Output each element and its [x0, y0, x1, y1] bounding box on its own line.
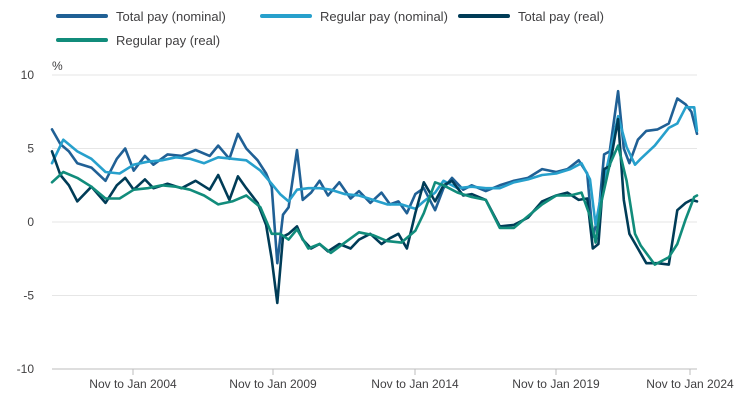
series-lines	[52, 91, 697, 303]
y-tick-label: 5	[27, 142, 34, 156]
x-axis: Nov to Jan 2004 Nov to Jan 2009 Nov to Jan…	[52, 369, 734, 391]
y-axis: 10 5 0 -5 -10	[17, 68, 35, 376]
x-tick-label: Nov to Jan 2004	[89, 377, 177, 391]
legend-label: Total pay (nominal)	[116, 9, 226, 24]
y-tick-label: 10	[21, 68, 35, 82]
y-axis-unit-label: %	[52, 59, 63, 73]
y-tick-label: -5	[23, 289, 34, 303]
x-tick-label: Nov to Jan 2009	[229, 377, 317, 391]
legend-label: Regular pay (real)	[116, 33, 220, 48]
x-tick-label: Nov to Jan 2024	[646, 377, 734, 391]
legend-label: Regular pay (nominal)	[320, 9, 448, 24]
series-line-regular-pay-real	[52, 146, 697, 265]
y-tick-label: 0	[27, 215, 34, 229]
x-tick-label: Nov to Jan 2019	[512, 377, 600, 391]
legend: Total pay (nominal) Regular pay (nominal)…	[58, 9, 604, 48]
x-tick-label: Nov to Jan 2014	[371, 377, 459, 391]
y-tick-label: -10	[17, 362, 35, 376]
legend-label: Total pay (real)	[518, 9, 604, 24]
